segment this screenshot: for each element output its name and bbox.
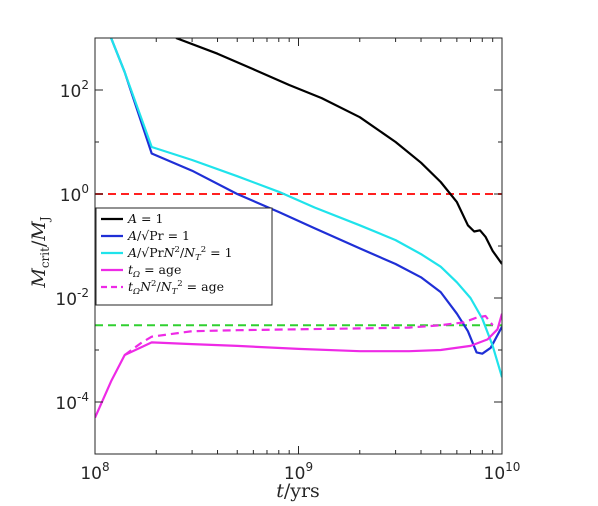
x-axis-label: t/yrs [276, 480, 320, 502]
y-tick-label-2: 100 [60, 182, 89, 206]
legend-label-3: tΩ = age [128, 262, 181, 280]
axis-ticks: 108 109 1010 10-4 10-2 100 102 [55, 38, 520, 484]
legend-box [95, 207, 273, 306]
plot-area [95, 38, 502, 419]
x-tick-label-2: 1010 [484, 460, 521, 484]
series-line-4 [124, 314, 494, 356]
legend-label-1: A/√Pr = 1 [127, 228, 190, 243]
y-tick-label-3: 102 [60, 78, 89, 102]
y-axis-label: Mcrit/MJ [28, 216, 52, 288]
legend-label-0: A = 1 [127, 211, 163, 226]
series-line-2 [110, 38, 502, 378]
series-line-0 [175, 38, 502, 265]
series-line-1 [110, 38, 502, 355]
legend: A = 1 A/√Pr = 1 A/√PrN2/NT2 = 1tΩ = agetΩN… [95, 207, 273, 306]
series-line-3 [95, 313, 502, 419]
x-tick-label-0: 108 [80, 460, 109, 484]
x-tick-label-1: 109 [284, 460, 313, 484]
axes-frame [94, 37, 503, 455]
legend-label-2: A/√PrN2/NT2 = 1 [127, 245, 233, 263]
y-tick-label-1: 10-2 [55, 286, 89, 310]
y-tick-label-0: 10-4 [55, 390, 89, 414]
legend-label-4: tΩN2/NT2 = age [128, 279, 224, 297]
